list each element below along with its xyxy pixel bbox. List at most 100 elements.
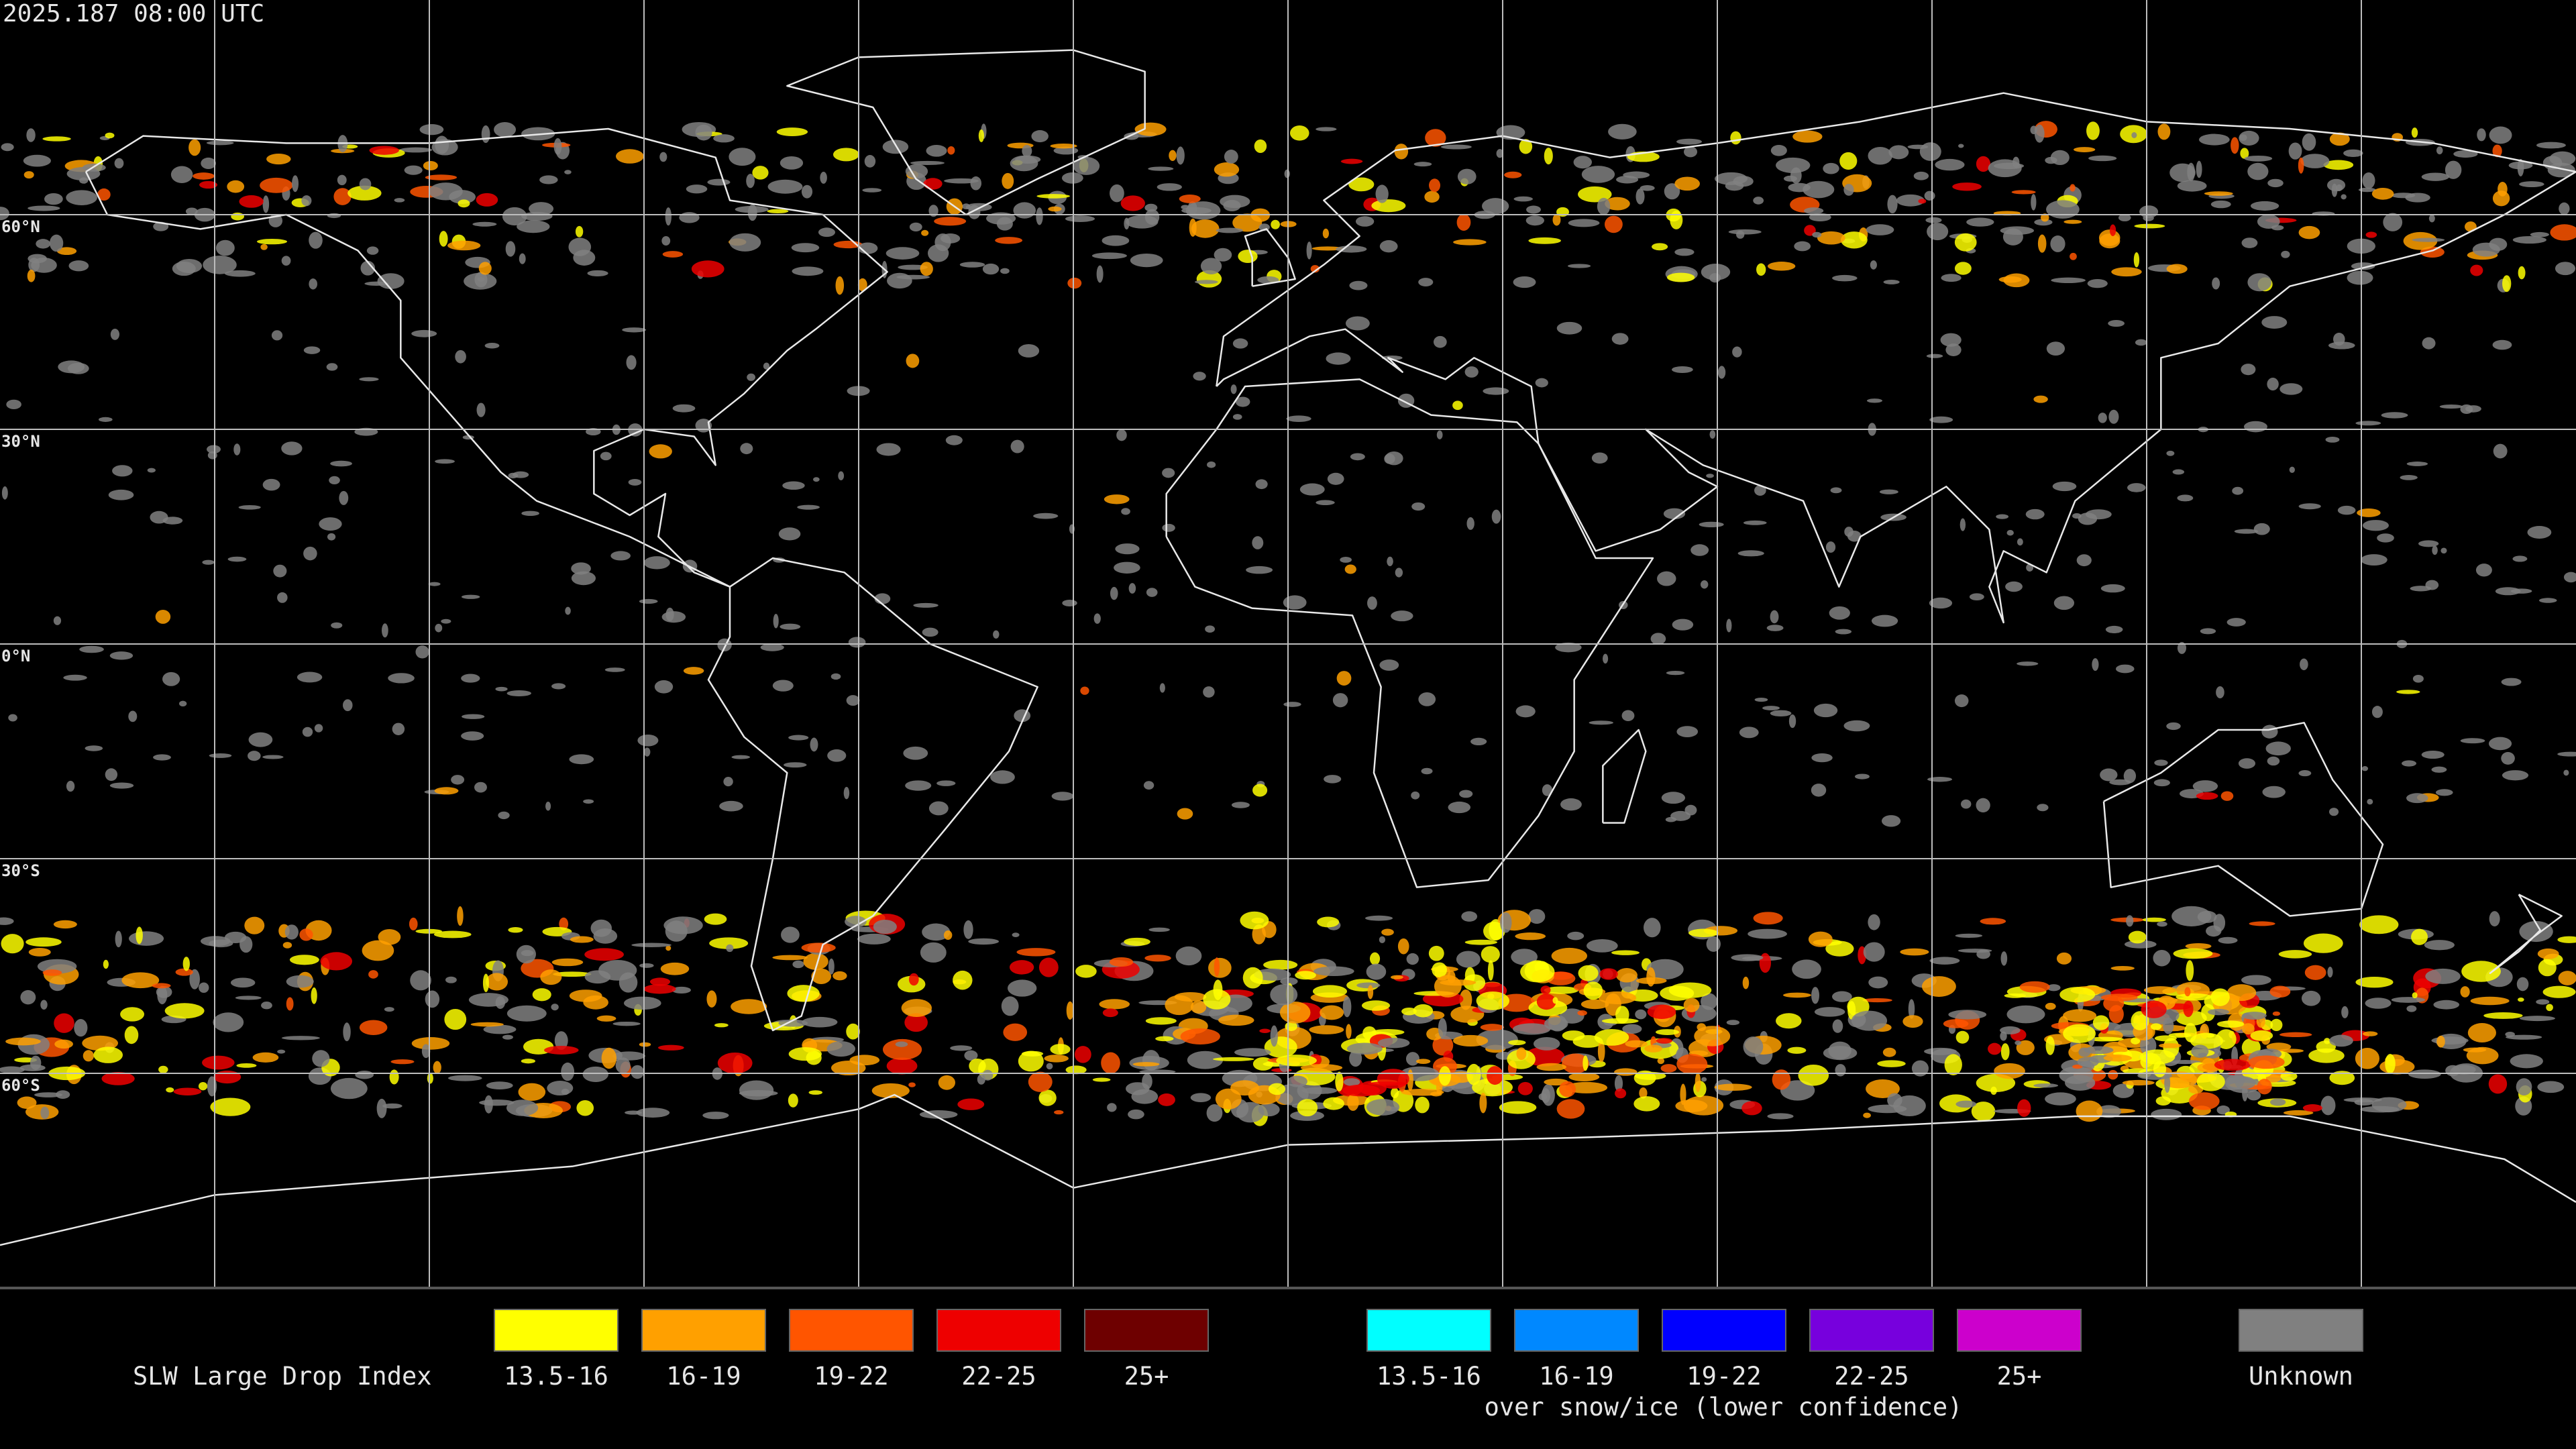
cloud-patch (444, 1008, 467, 1030)
cloud-patch (289, 955, 319, 965)
cloud-patch (337, 174, 347, 186)
cloud-patch (818, 227, 836, 237)
latitude-label: 0°N (1, 647, 30, 665)
cloud-patch (1582, 1055, 1589, 1071)
cloud-patch (1054, 1110, 1064, 1115)
legend-label: 19-22 (1686, 1362, 1761, 1391)
cloud-patch (210, 1097, 251, 1116)
cloud-patch (93, 1046, 123, 1063)
cloud-patch (273, 564, 287, 578)
cloud-patch (707, 178, 731, 186)
cloud-patch (1562, 1053, 1589, 1074)
cloud-patch (2045, 1002, 2056, 1010)
cloud-patch (691, 260, 724, 278)
cloud-patch (1533, 1036, 1560, 1051)
cloud-patch (476, 193, 498, 207)
cloud-patch (2510, 1054, 2543, 1069)
cloud-patch (1074, 1046, 1091, 1063)
cloud-patch (262, 195, 270, 213)
cloud-patch (2011, 190, 2036, 195)
cloud-patch (2123, 769, 2137, 784)
cloud-patch (862, 188, 882, 193)
cloud-patch (461, 674, 480, 683)
cloud-patch (1010, 439, 1024, 453)
cloud-patch (1868, 976, 1888, 989)
cloud-patch (1214, 957, 1220, 977)
cloud-patch (934, 217, 967, 226)
cloud-patch (943, 930, 953, 941)
cloud-patch (1232, 213, 1263, 232)
cloud-patch (2411, 127, 2418, 138)
cloud-patch (1327, 472, 1344, 485)
cloud-patch (1349, 1050, 1362, 1067)
cloud-patch (593, 928, 618, 944)
cloud-patch (569, 989, 602, 1002)
cloud-patch (215, 239, 235, 256)
cloud-patch (36, 239, 51, 249)
cloud-patch (2371, 706, 2383, 718)
cloud-patch (2157, 921, 2167, 927)
cloud-patch (474, 782, 487, 793)
cloud-patch (2226, 618, 2246, 627)
cloud-patch (1313, 966, 1354, 977)
cloud-patch (2272, 1011, 2281, 1016)
cloud-patch (631, 1065, 645, 1079)
cloud-patch (1394, 144, 1409, 160)
cloud-patch (236, 1063, 257, 1068)
cloud-patch (565, 606, 571, 615)
cloud-patch (686, 184, 708, 194)
cloud-patch (1368, 1081, 1408, 1086)
coast-britain (1245, 229, 1295, 286)
cloud-patch (441, 619, 451, 624)
cloud-patch (788, 735, 809, 741)
cloud-patch (1676, 726, 1699, 737)
cloud-patch (2037, 804, 2049, 812)
cloud-patch (1770, 610, 1779, 624)
cloud-patch (31, 258, 57, 273)
cloud-patch (2151, 1108, 2182, 1120)
cloud-patch (105, 132, 115, 139)
cloud-patch (101, 1072, 135, 1085)
cloud-patch (1080, 686, 1089, 695)
cloud-patch (1429, 178, 1441, 193)
cloud-patch (760, 643, 784, 651)
cloud-patch (1252, 536, 1264, 549)
cloud-patch (2467, 1023, 2496, 1042)
cloud-patch (1701, 993, 1717, 1010)
cloud-patch (173, 1087, 202, 1095)
cloud-patch (1538, 1093, 1548, 1101)
cloud-patch (1073, 156, 1100, 175)
cloud-patch (2418, 540, 2439, 547)
cloud-patch (665, 945, 672, 951)
cloud-patch (2191, 1044, 2209, 1058)
cloud-patch (98, 417, 113, 422)
cloud-patch (2412, 237, 2445, 242)
cloud-patch (1238, 250, 1258, 264)
cloud-patch (1101, 1052, 1120, 1074)
cloud-patch (1555, 642, 1582, 653)
cloud-patch (314, 724, 323, 733)
cloud-patch (2086, 1036, 2124, 1042)
cloud-patch (2241, 975, 2271, 985)
cloud-patch (882, 140, 909, 154)
cloud-patch (1379, 240, 1398, 253)
cloud-patch (1104, 494, 1130, 504)
cloud-patch (1726, 1020, 1740, 1026)
cloud-patch (2171, 906, 2212, 926)
legend-label: 22-25 (1834, 1362, 1909, 1391)
cloud-patch (2216, 686, 2224, 699)
cloud-patch (63, 674, 87, 681)
cloud-patch (359, 178, 372, 191)
cloud-patch (2073, 147, 2096, 152)
cloud-patch (2006, 1005, 2045, 1024)
cloud-patch (1283, 595, 1307, 610)
cloud-patch (2216, 1105, 2230, 1115)
cloud-patch (1406, 953, 1419, 965)
cloud-patch (40, 1000, 48, 1010)
cloud-patch (2070, 252, 2077, 260)
latitude-label: 30°S (1, 861, 40, 880)
cloud-patch (835, 276, 845, 295)
cloud-patch (1142, 1073, 1152, 1089)
cloud-patch (1048, 206, 1062, 212)
